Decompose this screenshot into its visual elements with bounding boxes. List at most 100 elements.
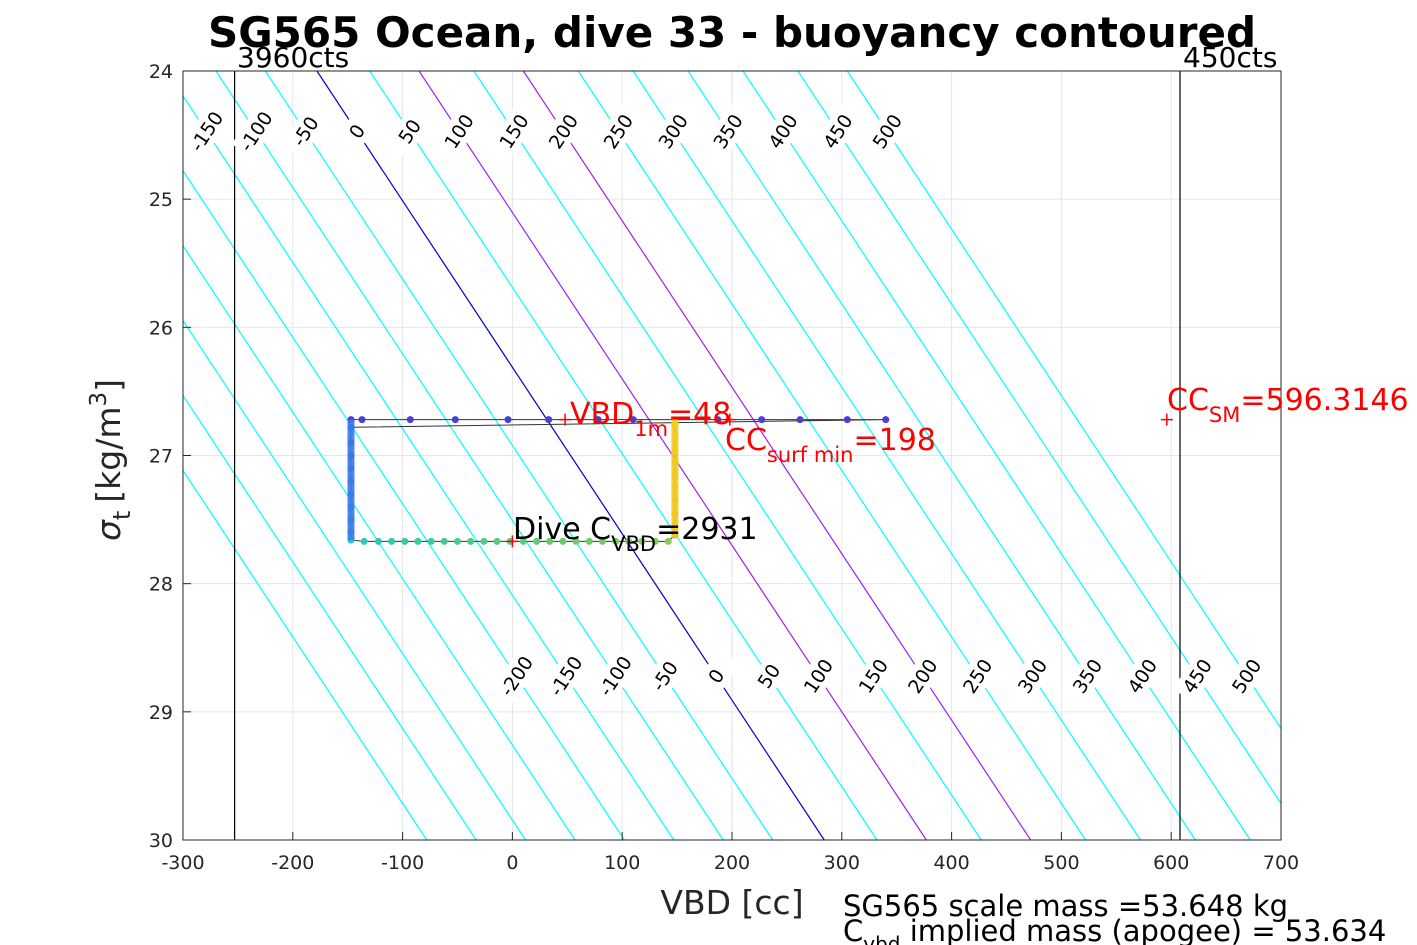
contour-label-bottom: 200 xyxy=(898,648,947,704)
annotation-vbd-1m: VBD1m=48 xyxy=(570,397,731,441)
contour-line xyxy=(797,71,1281,805)
dive-point xyxy=(504,416,512,424)
contour-label-bg xyxy=(848,648,898,704)
y-axis-label: σt [kg/m3] xyxy=(86,379,136,541)
contour-label-top: 50 xyxy=(385,104,434,159)
dive-point xyxy=(451,416,459,424)
dive-path xyxy=(350,419,886,542)
y-tick-label: 29 xyxy=(149,702,173,724)
annotation-dive-cvbd: Dive CVBD=2931 xyxy=(513,512,758,556)
contour-label-bg xyxy=(492,648,541,704)
dive-point xyxy=(480,537,488,545)
dive-point xyxy=(594,416,602,424)
contour-label-bottom: 100 xyxy=(794,648,843,704)
contour-label-bottom: -150 xyxy=(541,648,590,704)
contour-line xyxy=(522,71,1032,840)
contour-line xyxy=(846,71,1281,730)
contour-label-bottom: -50 xyxy=(640,648,689,704)
contour-label-top: 250 xyxy=(593,104,643,159)
dive-point xyxy=(440,537,448,545)
footer-implied-mass: Cvbd implied mass (apogee) = 53.634 xyxy=(843,914,1386,945)
contour-label-bg xyxy=(1222,648,1271,704)
contour-label-top: 450 xyxy=(813,104,862,159)
x-tick-label: -200 xyxy=(271,852,314,874)
limit-label-low: 3960cts xyxy=(237,41,349,74)
contour-line xyxy=(632,71,1141,840)
contour-line xyxy=(183,469,428,840)
dive-point xyxy=(625,537,633,545)
contour-label-top: -50 xyxy=(281,104,330,159)
y-label-sub: t xyxy=(108,511,136,520)
contour-label-bg xyxy=(434,104,483,159)
annotation-cc-sm: CCSM=596.3146 xyxy=(1167,383,1409,427)
contour-label-bottom: 0 xyxy=(691,648,741,704)
y-axis-ticks: 24 25 26 27 28 29 30 xyxy=(149,61,191,852)
dive-point xyxy=(664,537,672,545)
dive-point xyxy=(401,537,409,545)
dive-point xyxy=(651,537,659,545)
chart-title: SG565 Ocean, dive 33 - buoyancy contoure… xyxy=(208,8,1256,57)
contour-label-bottom: 250 xyxy=(953,648,1002,704)
dive-point xyxy=(360,537,368,545)
dive-point xyxy=(572,537,580,545)
contour-label-bg xyxy=(758,104,807,159)
limit-label-high: 450cts xyxy=(1183,41,1277,74)
contour-label-bg xyxy=(541,648,590,704)
dive-point xyxy=(388,537,396,545)
x-tick-label: -300 xyxy=(161,852,204,874)
contour-label-bg xyxy=(813,104,862,159)
x-tick-label: 300 xyxy=(824,852,860,874)
dive-point xyxy=(559,537,567,545)
dive-path-line xyxy=(350,419,886,542)
contour-label-bg xyxy=(648,104,697,159)
dive-point xyxy=(358,416,366,424)
contour-label-top: 200 xyxy=(539,104,588,159)
y-tick-label: 25 xyxy=(149,189,173,211)
dive-point xyxy=(414,537,422,545)
x-tick-label: 200 xyxy=(714,852,750,874)
dive-point xyxy=(843,416,851,424)
contour-label-bottom: 50 xyxy=(744,648,793,704)
dive-point xyxy=(758,416,766,424)
dive-point xyxy=(714,416,722,424)
x-tick-label: 0 xyxy=(506,852,518,874)
contour-label-bg xyxy=(640,648,689,704)
x-axis-ticks: -300 -200 -100 0 100 200 300 400 500 600 700 xyxy=(161,832,1299,874)
contour-line xyxy=(577,71,1087,840)
contour-line xyxy=(183,169,625,840)
contour-label-top: 100 xyxy=(434,104,483,159)
contour-line xyxy=(183,394,477,840)
dive-point xyxy=(454,537,461,545)
contour-label-bg xyxy=(489,104,538,159)
contour-label-bg xyxy=(1172,648,1222,704)
contour-label-top: 150 xyxy=(489,104,538,159)
contour-label-bg xyxy=(691,648,741,704)
dive-point xyxy=(406,416,414,424)
y-tick-label: 27 xyxy=(149,446,173,468)
contour-label-top: 500 xyxy=(862,104,912,159)
dive-point xyxy=(882,416,890,424)
y-tick-label: 26 xyxy=(149,317,173,339)
contour-label-bg xyxy=(1063,648,1112,704)
contour-label-bg xyxy=(953,648,1002,704)
footer-scale-mass: SG565 scale mass =53.648 kg xyxy=(843,889,1288,923)
markers xyxy=(506,413,1173,548)
contour-line xyxy=(215,71,724,840)
contour-line xyxy=(183,319,527,840)
dive-point xyxy=(519,537,527,545)
y-label-sup: 3 xyxy=(86,392,112,407)
y-label-close: ] xyxy=(89,379,128,392)
vbd-limit-lines xyxy=(234,71,1181,840)
contour-line xyxy=(369,71,878,840)
x-tick-label: 400 xyxy=(933,852,969,874)
contour-label-bottom: 350 xyxy=(1063,648,1112,704)
contour-label-top: 300 xyxy=(648,104,697,159)
contour-line xyxy=(264,71,774,840)
contour-label-top: 0 xyxy=(332,104,381,159)
contour-label-bg xyxy=(385,104,434,159)
contour-label-bg xyxy=(898,648,947,704)
x-tick-label: 600 xyxy=(1153,852,1189,874)
contour-label-bottom: -200 xyxy=(492,648,541,704)
dive-point xyxy=(585,537,593,545)
contour-label-bg xyxy=(1117,648,1167,704)
